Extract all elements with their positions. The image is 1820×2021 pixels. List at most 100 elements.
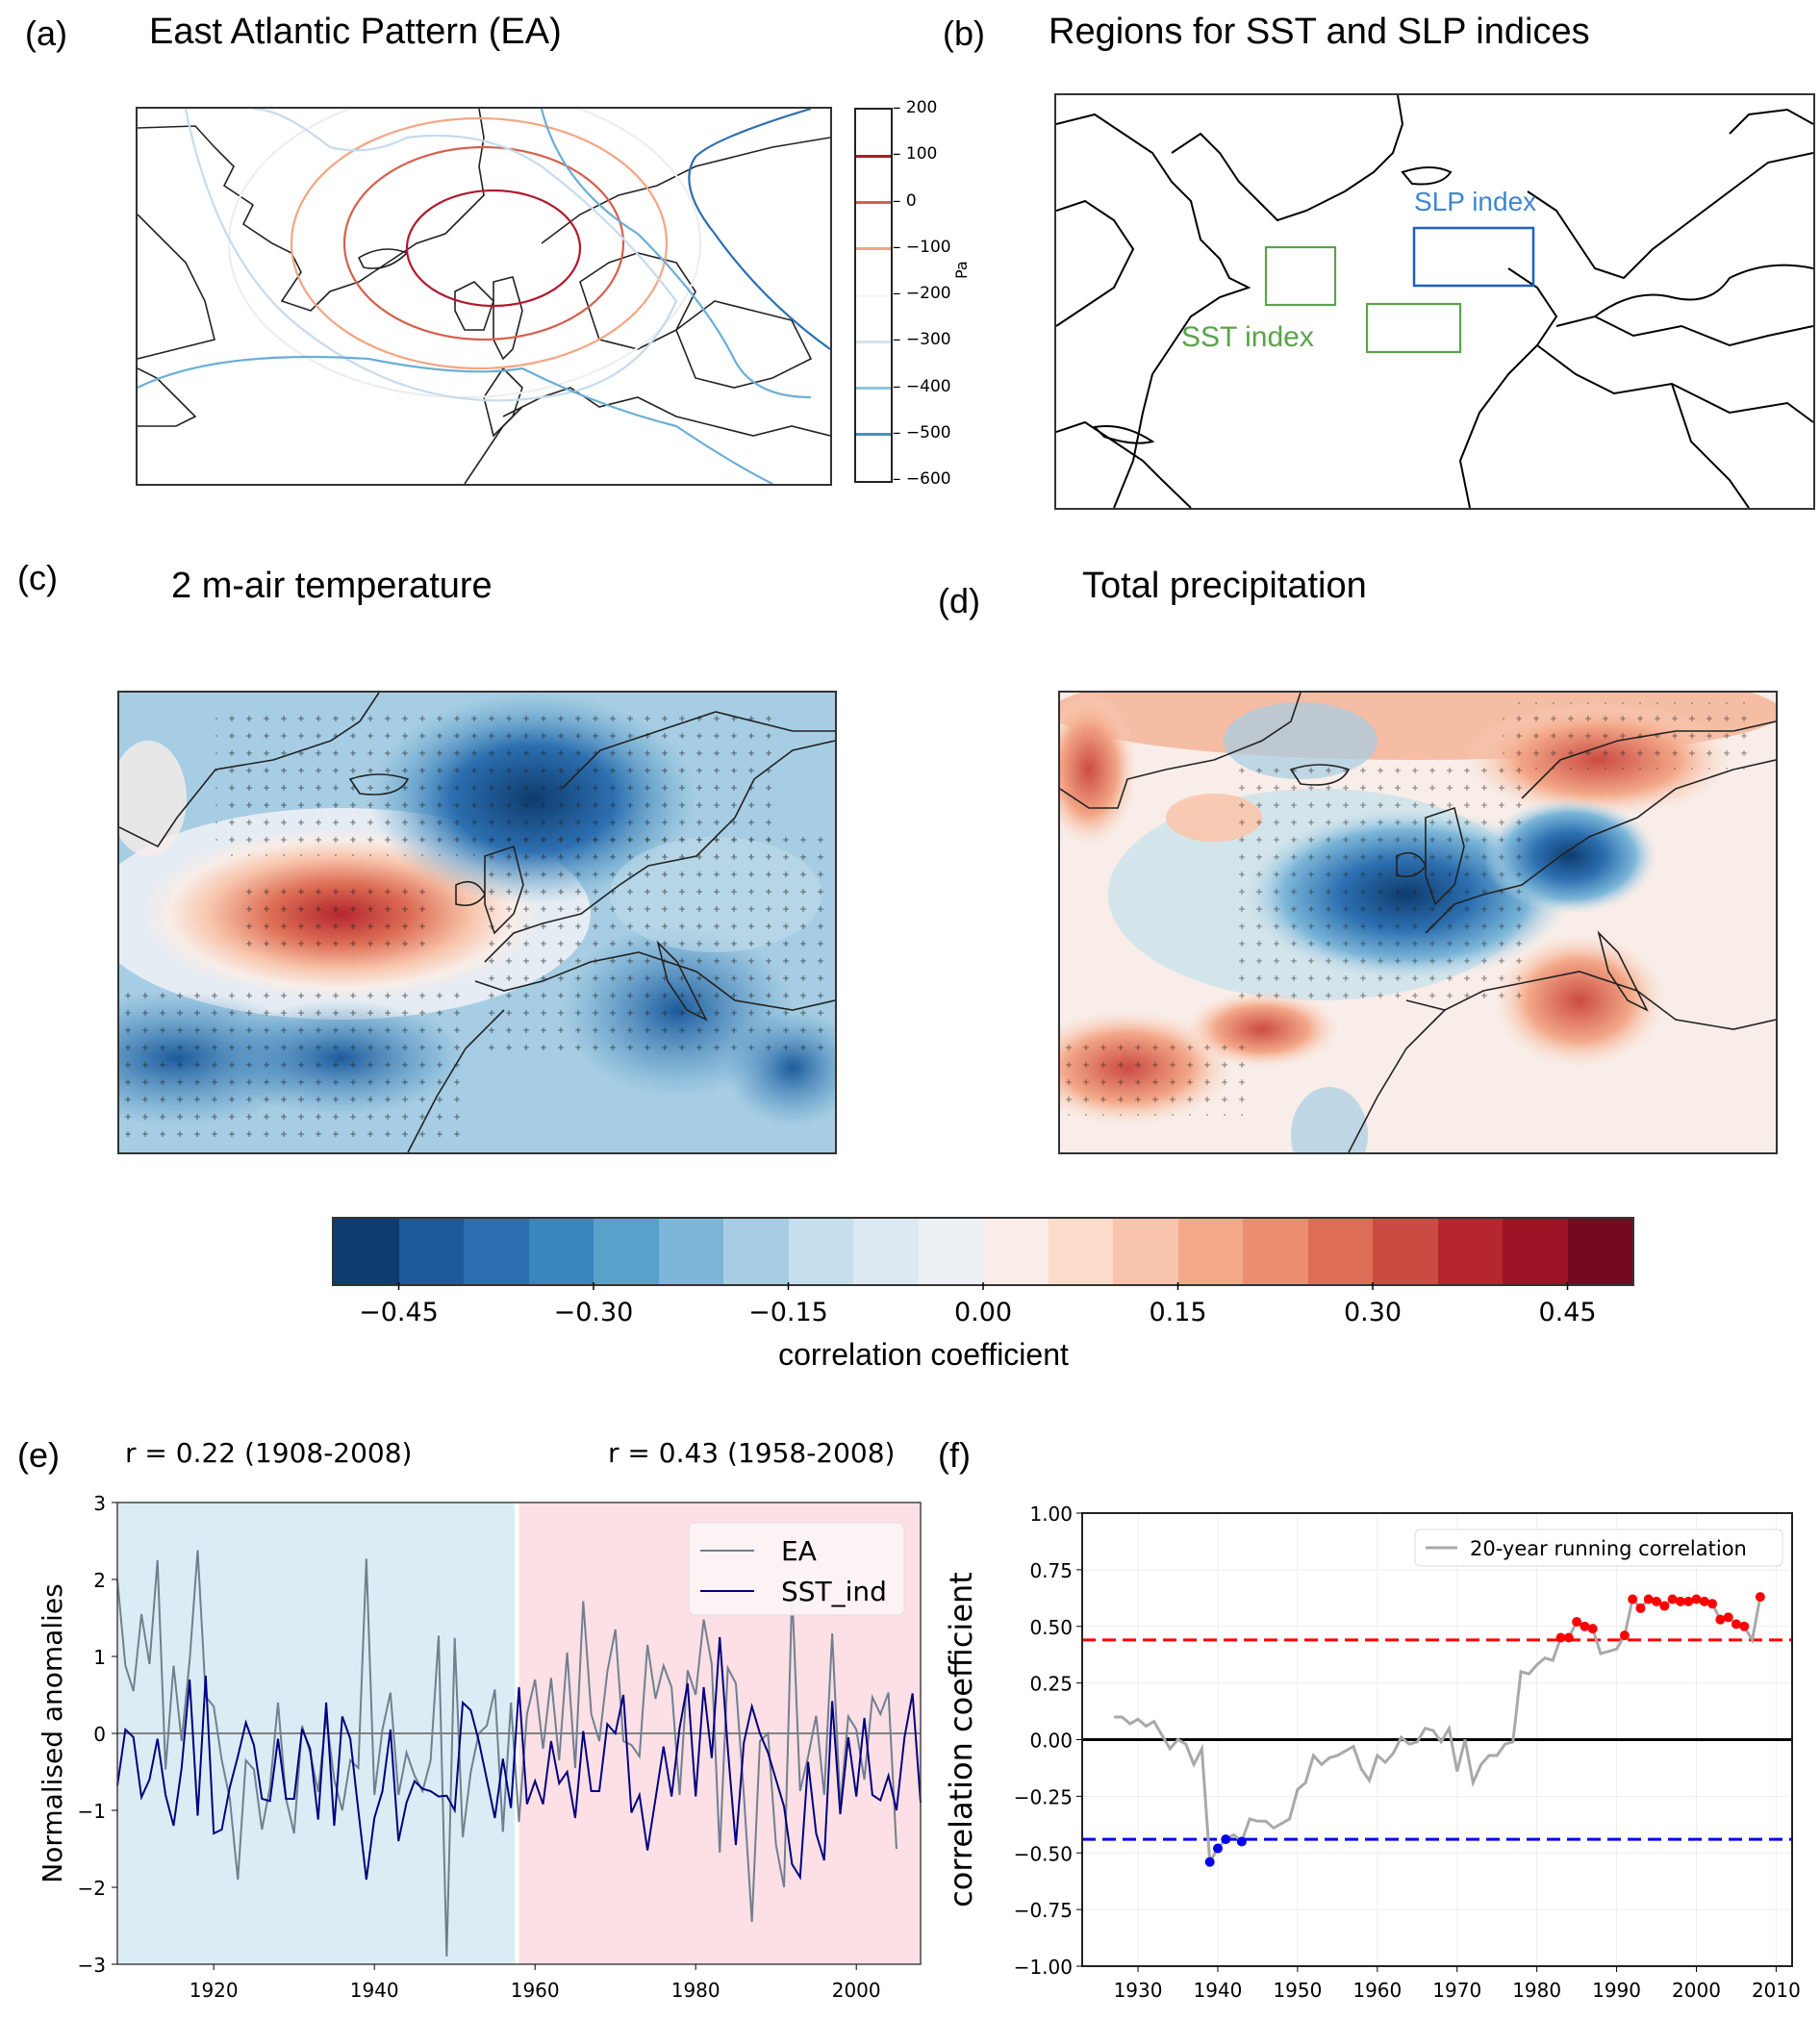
ea-colorbar (854, 108, 893, 483)
coastlines (1060, 693, 1776, 1152)
temperature-correlation-map (117, 691, 837, 1154)
y-tick-label: 0.00 (1029, 1730, 1073, 1753)
ea-colorbar-unit: Pa (952, 261, 971, 279)
colorbar-swatch (658, 1219, 723, 1284)
legend: EA SST_ind (688, 1522, 905, 1616)
contour-m300 (184, 109, 678, 402)
significant-positive-point (1643, 1594, 1654, 1604)
sst-index-label: SST index (1181, 321, 1314, 353)
significant-positive-point (1555, 1632, 1566, 1643)
x-tick-label: 1980 (671, 1979, 720, 2002)
significant-negative-point (1221, 1834, 1231, 1845)
x-tick-label: 2010 (1752, 1979, 1801, 2002)
colorbar-swatch (853, 1219, 919, 1284)
colorbar-swatch (1243, 1219, 1308, 1284)
x-tick-label: 2000 (1672, 1979, 1721, 2002)
significant-positive-point (1619, 1630, 1630, 1641)
sst-index-box-1 (1264, 245, 1337, 307)
significant-positive-point (1628, 1594, 1638, 1604)
coastlines (119, 693, 835, 1152)
significant-positive-point (1699, 1596, 1709, 1606)
panel-a-title: East Atlantic Pattern (EA) (149, 12, 562, 52)
y-tick-label: −2 (78, 1877, 106, 1900)
significant-positive-point (1691, 1594, 1702, 1604)
anomaly-timeseries-chart: 3 2 1 0 −1 −2 −3 1920 1940 1960 1980 2000 Normalised… (37, 1492, 922, 2002)
ea-colorbar-tick-label: – 100 (893, 144, 938, 164)
panel-a-letter: (a) (25, 13, 67, 53)
colorbar-swatch (1307, 1219, 1373, 1284)
significant-negative-point (1204, 1857, 1215, 1867)
ea-contour-svg (138, 109, 830, 484)
panel-c-letter: (c) (17, 558, 58, 597)
ea-colorbar-tick-label: – 200 (893, 98, 938, 117)
colorbar-swatch (788, 1219, 853, 1284)
significant-positive-point (1715, 1614, 1726, 1625)
coastlines (1056, 95, 1813, 508)
colorbar-swatch (1048, 1219, 1113, 1284)
y-tick-label: 0.75 (1029, 1559, 1073, 1582)
contour-lines (138, 109, 830, 484)
colorbar-swatch (398, 1219, 464, 1284)
colorbar-tick-label: 0.45 (1538, 1298, 1596, 1327)
significant-positive-point (1635, 1603, 1646, 1613)
x-tick-label: 1960 (511, 1979, 560, 2002)
temp-map-svg (119, 693, 835, 1152)
colorbar-tick-label: 0.15 (1149, 1298, 1206, 1327)
running-correlation-chart: 1.00 0.75 0.50 0.25 0.00 −0.25 −0.50 −0.75 −1.00… (943, 1503, 1801, 2002)
y-tick-label: −0.50 (1014, 1842, 1073, 1865)
contour-m500 (688, 109, 830, 350)
annotation-full-period: r = 0.22 (1908-2008) (125, 1437, 413, 1469)
colorbar-tick-label: −0.45 (359, 1298, 439, 1327)
panel-f-letter: (f) (938, 1435, 971, 1475)
panel-d-letter: (d) (938, 581, 980, 620)
significant-positive-point (1580, 1621, 1590, 1631)
legend-label: 20-year running correlation (1470, 1537, 1747, 1560)
ea-colorbar-level-line (856, 201, 891, 204)
legend-box (1414, 1528, 1783, 1567)
correlation-colorbar (332, 1217, 1634, 1286)
y-tick-label: −1.00 (1014, 1956, 1073, 1979)
colorbar-tick-label: 0.30 (1344, 1298, 1402, 1327)
regions-svg (1056, 95, 1813, 508)
y-tick-label: 0 (93, 1723, 106, 1746)
colorbar-swatch (528, 1219, 594, 1284)
colorbar-tick-label: −0.15 (748, 1298, 828, 1327)
slp-index-label: SLP index (1414, 187, 1537, 216)
ea-colorbar-level-line (856, 433, 891, 437)
x-tick-label: 1930 (1114, 1979, 1163, 2002)
colorbar-swatch (1437, 1219, 1503, 1284)
series-line-sst-ind (116, 1636, 922, 1881)
colorbar-swatch (1503, 1219, 1568, 1284)
significant-positive-point (1563, 1632, 1574, 1643)
significant-positive-point (1723, 1612, 1733, 1623)
y-tick-label: 1 (93, 1646, 106, 1669)
colorbar-swatch (1113, 1219, 1178, 1284)
y-tick-label: 3 (93, 1492, 106, 1515)
x-tick-label: 1940 (350, 1979, 399, 2002)
x-tick-label: 1980 (1512, 1979, 1561, 2002)
ea-colorbar-level-line (856, 154, 891, 158)
correlation-colorbar-ticks: −0.45 −0.30 −0.15 0.00 0.15 0.30 0.45 (359, 1282, 1597, 1327)
ea-colorbar-tick-label: – 0 (893, 190, 917, 211)
ea-contour-map (136, 107, 832, 486)
colorbar-swatch (1373, 1219, 1438, 1284)
y-tick-label: −0.75 (1014, 1899, 1073, 1922)
ea-colorbar-tick-label: – −400 (893, 376, 951, 396)
ea-colorbar-tick-label: – −200 (893, 284, 951, 303)
panel-b-title: Regions for SST and SLP indices (1049, 12, 1590, 52)
colorbar-swatch (464, 1219, 529, 1284)
contour-0 (342, 145, 625, 341)
colorbar-swatch (1177, 1219, 1243, 1284)
precipitation-correlation-map (1058, 691, 1778, 1154)
significant-positive-point (1707, 1599, 1718, 1609)
legend-label: SST_ind (781, 1576, 887, 1607)
colorbar-swatch (334, 1219, 399, 1284)
y-tick-label: −1 (78, 1800, 106, 1823)
significant-negative-point (1212, 1843, 1223, 1854)
ea-colorbar-level-line (856, 247, 891, 251)
contour-100 (405, 189, 582, 308)
significant-positive-point (1652, 1596, 1662, 1606)
x-tick-label: 1920 (190, 1979, 239, 2002)
colorbar-swatch (1567, 1219, 1632, 1284)
significant-positive-point (1739, 1621, 1750, 1631)
